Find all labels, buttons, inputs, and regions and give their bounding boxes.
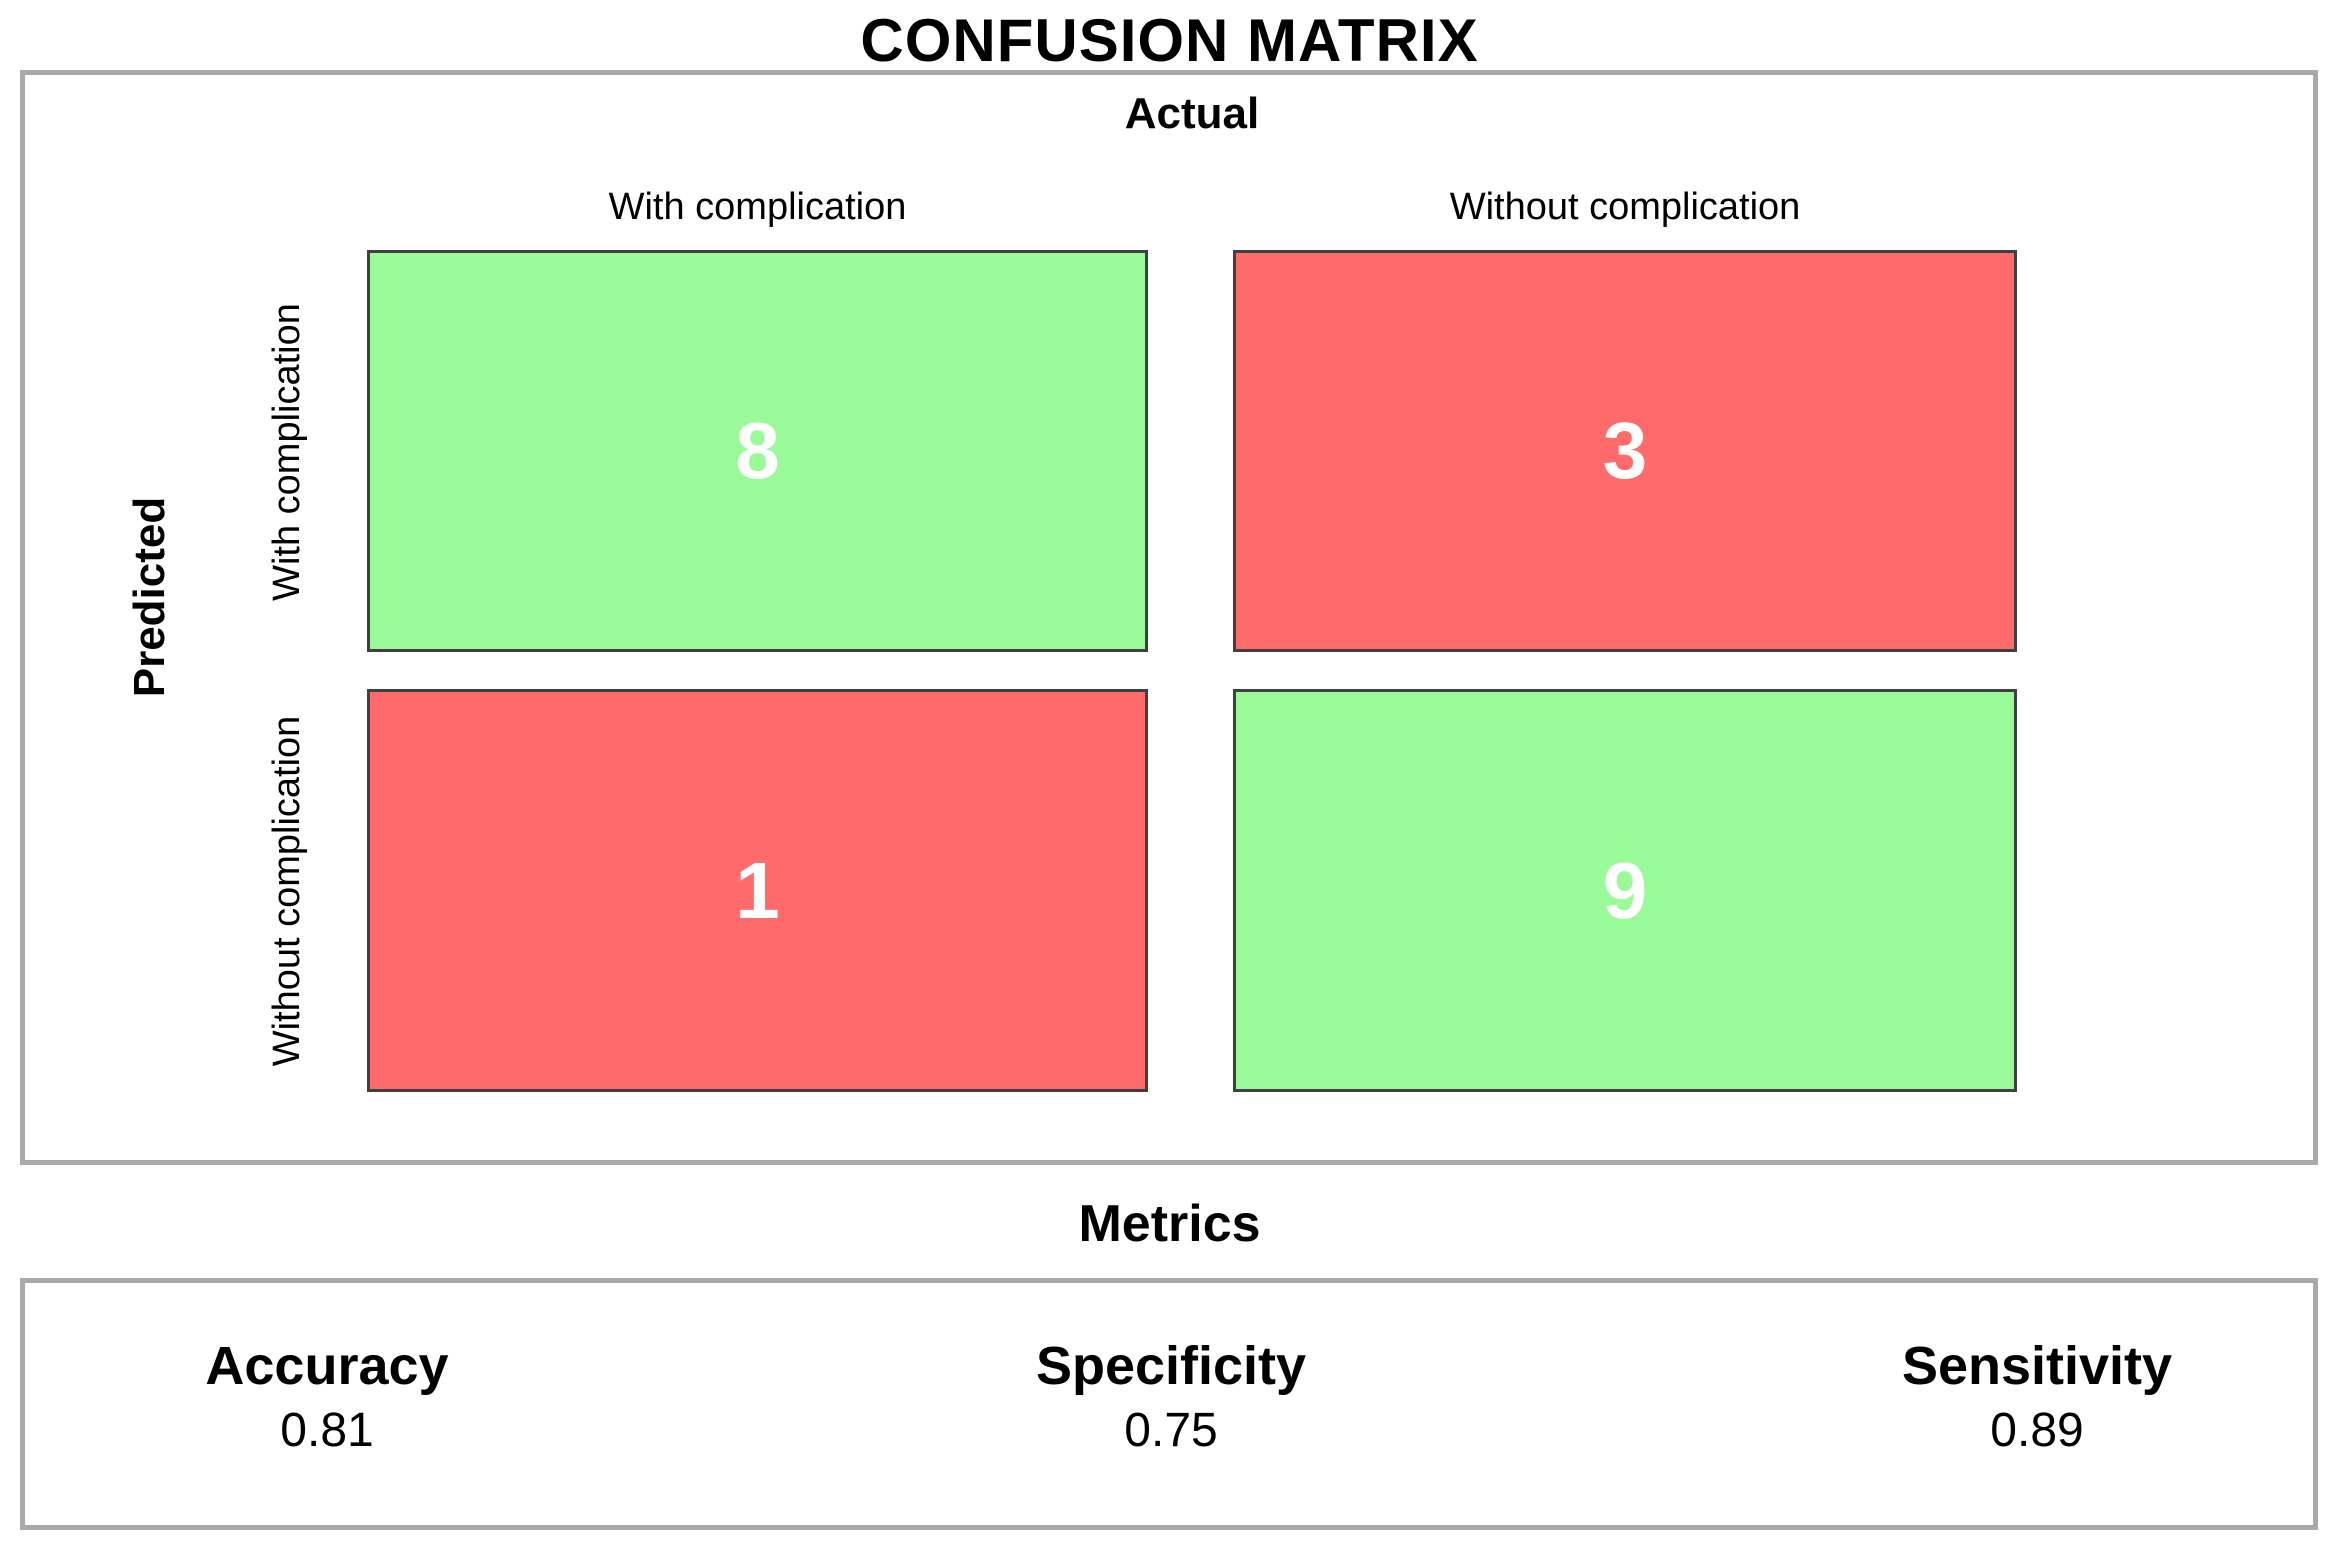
predicted-axis-label: Predicted (125, 496, 174, 698)
matrix-cell-false-negative: 1 (367, 689, 1148, 1092)
cell-value-true-negative: 9 (1602, 845, 1648, 935)
metric-specificity-label: Specificity (1035, 1336, 1307, 1396)
metric-sensitivity-label: Sensitivity (1901, 1336, 2173, 1396)
cell-value-false-negative: 1 (735, 845, 780, 935)
metric-specificity: Specificity 0.75 (871, 1335, 1471, 1461)
column-header-without-complication: Without complication (1449, 186, 1801, 228)
cell-value-false-positive: 3 (1602, 406, 1648, 495)
metric-accuracy-value: 0.81 (280, 1404, 374, 1457)
metrics-panel: Accuracy 0.81 Specificity 0.75 Sensitivi… (20, 1278, 2318, 1530)
matrix-cell-false-positive: 3 (1233, 250, 2017, 652)
metric-accuracy-label: Accuracy (205, 1336, 449, 1396)
cell-value-true-positive: 8 (735, 406, 780, 495)
metric-accuracy: Accuracy 0.81 (27, 1335, 627, 1461)
column-header-with-complication: With complication (608, 186, 907, 228)
page-title: CONFUSION MATRIX (860, 7, 1479, 74)
matrix-panel: Actual With complication Without complic… (20, 70, 2318, 1165)
metrics-heading: Metrics (1078, 1195, 1261, 1253)
row-header-with-complication: With complication (266, 303, 308, 601)
metric-specificity-value: 0.75 (1124, 1404, 1218, 1457)
actual-axis-label: Actual (1124, 89, 1260, 138)
matrix-cell-true-positive: 8 (367, 250, 1148, 652)
matrix-cell-true-negative: 9 (1233, 689, 2017, 1092)
metric-sensitivity-value: 0.89 (1990, 1404, 2084, 1457)
row-header-without-complication: Without complication (266, 715, 308, 1067)
metric-sensitivity: Sensitivity 0.89 (1737, 1335, 2337, 1461)
